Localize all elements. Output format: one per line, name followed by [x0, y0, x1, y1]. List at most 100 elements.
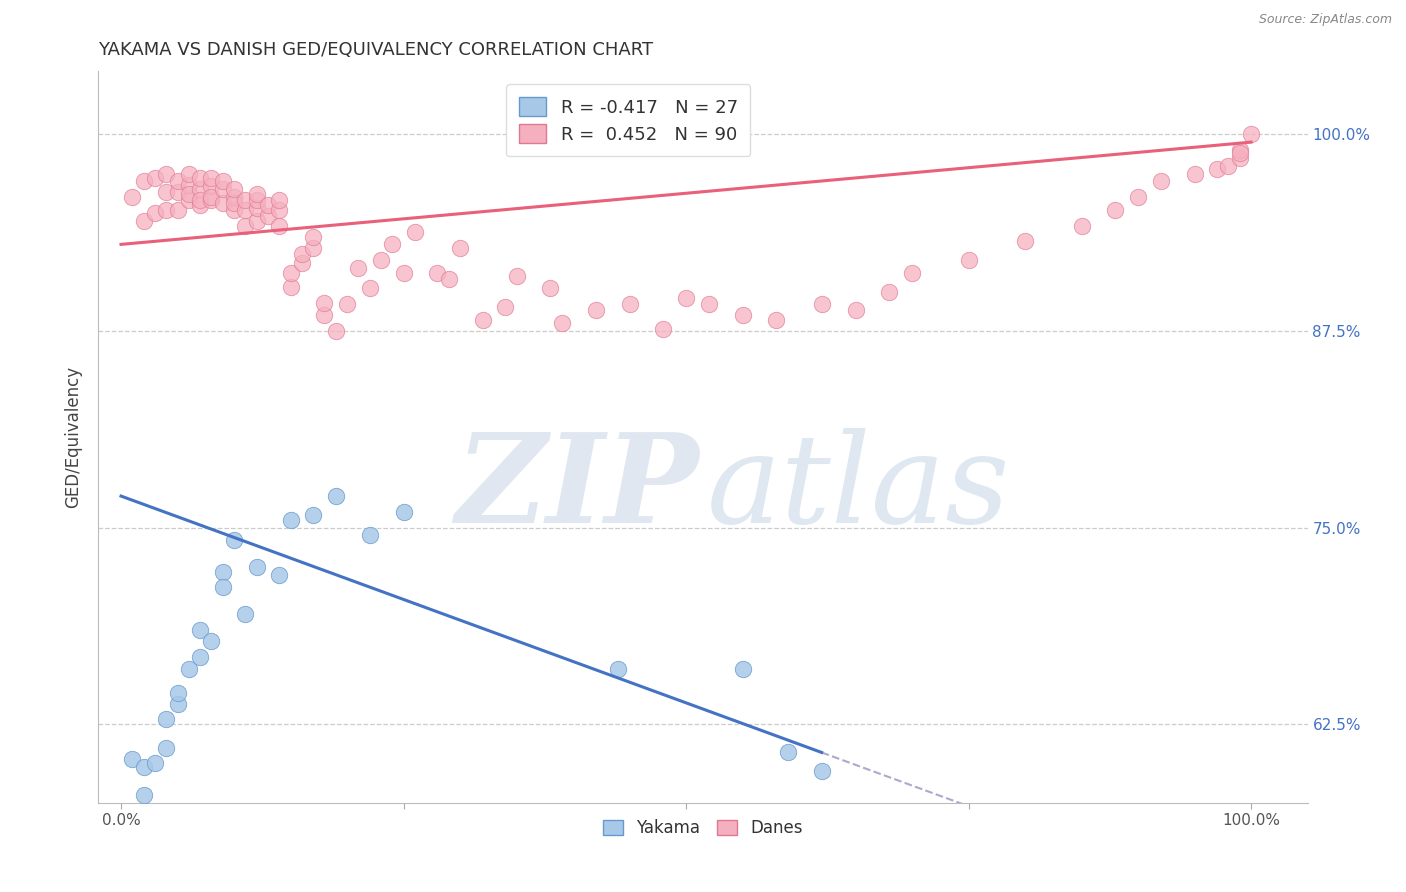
Point [177, 178, 200, 192]
Point [222, 202, 245, 217]
Point [392, 266, 415, 280]
Point [233, 219, 256, 233]
Point [143, 756, 166, 771]
Point [143, 171, 166, 186]
Point [155, 713, 177, 727]
Point [188, 171, 211, 186]
Point [675, 291, 697, 305]
Point [166, 202, 188, 217]
Point [188, 182, 211, 196]
Point [957, 253, 980, 268]
Point [731, 662, 754, 676]
Point [1229, 151, 1251, 165]
Point [1126, 190, 1149, 204]
Point [314, 295, 336, 310]
Point [222, 533, 245, 548]
Point [1206, 161, 1229, 176]
Point [166, 186, 188, 200]
Point [437, 272, 460, 286]
Point [325, 324, 347, 338]
Point [381, 237, 404, 252]
Point [177, 662, 200, 676]
Point [325, 489, 347, 503]
Point [449, 241, 471, 255]
Point [505, 268, 527, 283]
Point [132, 788, 155, 802]
Point [471, 313, 494, 327]
Point [143, 206, 166, 220]
Point [302, 241, 325, 255]
Point [121, 752, 143, 766]
Point [280, 280, 302, 294]
Point [155, 186, 177, 200]
Point [1184, 167, 1206, 181]
Point [392, 505, 415, 519]
Point [233, 202, 256, 217]
Point [257, 198, 280, 212]
Y-axis label: GED/Equivalency: GED/Equivalency [65, 366, 83, 508]
Point [291, 247, 314, 261]
Point [291, 256, 314, 270]
Point [188, 649, 211, 664]
Point [166, 697, 188, 711]
Point [1240, 128, 1263, 142]
Point [269, 202, 291, 217]
Text: YAKAMA VS DANISH GED/EQUIVALENCY CORRELATION CHART: YAKAMA VS DANISH GED/EQUIVALENCY CORRELA… [98, 41, 654, 59]
Point [901, 266, 924, 280]
Point [222, 196, 245, 211]
Point [200, 194, 222, 208]
Point [211, 196, 233, 211]
Point [188, 623, 211, 637]
Point [879, 285, 901, 299]
Point [336, 297, 359, 311]
Point [1070, 219, 1092, 233]
Point [233, 607, 256, 621]
Point [494, 301, 516, 315]
Point [619, 297, 641, 311]
Point [404, 225, 426, 239]
Point [233, 194, 256, 208]
Point [188, 194, 211, 208]
Point [1104, 202, 1126, 217]
Point [426, 266, 449, 280]
Point [222, 190, 245, 204]
Point [222, 182, 245, 196]
Point [585, 303, 607, 318]
Point [551, 316, 574, 330]
Point [177, 194, 200, 208]
Point [1150, 174, 1173, 188]
Text: Source: ZipAtlas.com: Source: ZipAtlas.com [1258, 13, 1392, 27]
Point [132, 174, 155, 188]
Point [132, 759, 155, 773]
Point [246, 201, 269, 215]
Point [188, 198, 211, 212]
Point [1218, 159, 1240, 173]
Point [200, 171, 222, 186]
Point [155, 740, 177, 755]
Point [269, 219, 291, 233]
Point [607, 662, 630, 676]
Point [280, 513, 302, 527]
Point [810, 297, 832, 311]
Point [731, 308, 754, 322]
Point [246, 194, 269, 208]
Legend: Yakama, Danes: Yakama, Danes [595, 811, 811, 846]
Point [765, 313, 787, 327]
Point [246, 187, 269, 202]
Point [211, 580, 233, 594]
Point [155, 167, 177, 181]
Point [257, 209, 280, 223]
Point [280, 266, 302, 280]
Point [776, 746, 799, 760]
Point [200, 190, 222, 204]
Point [211, 565, 233, 579]
Point [121, 190, 143, 204]
Text: ZIP: ZIP [456, 427, 699, 549]
Point [1229, 143, 1251, 157]
Point [302, 508, 325, 522]
Point [370, 253, 392, 268]
Point [269, 194, 291, 208]
Point [652, 322, 675, 336]
Point [246, 214, 269, 228]
Text: atlas: atlas [707, 427, 1010, 549]
